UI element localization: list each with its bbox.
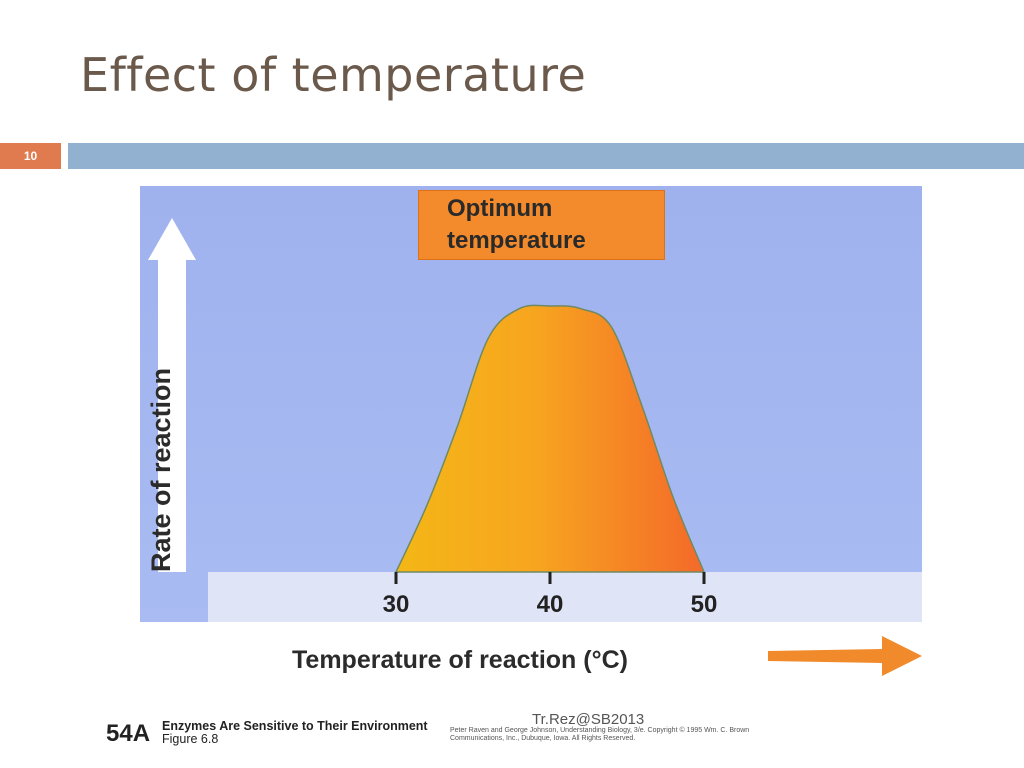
caption-figure: Figure 6.8 bbox=[162, 732, 219, 746]
x-axis-arrow bbox=[768, 636, 922, 676]
chart-svg bbox=[148, 218, 922, 622]
caption-title-block: Enzymes Are Sensitive to Their Environme… bbox=[162, 720, 428, 746]
y-axis-arrow bbox=[148, 218, 196, 572]
caption-title: Enzymes Are Sensitive to Their Environme… bbox=[162, 719, 428, 733]
header-rule bbox=[68, 143, 1024, 169]
curve-area bbox=[394, 304, 706, 573]
slide-title: Effect of temperature bbox=[80, 48, 587, 102]
slide-number: 10 bbox=[0, 143, 61, 169]
x-tick-label: 30 bbox=[382, 591, 410, 618]
optimum-callout: Optimum temperature bbox=[418, 190, 665, 260]
x-tick-label: 40 bbox=[536, 591, 564, 618]
callout-line-2: temperature bbox=[447, 227, 586, 254]
credit-text: Tr.Rez@SB2013 bbox=[532, 711, 645, 728]
chart-figure: Optimum temperature Rate of reaction 30 4… bbox=[140, 186, 922, 622]
x-arrow-svg bbox=[768, 636, 922, 676]
x-label-area bbox=[140, 622, 930, 692]
x-axis-label: Temperature of reaction (°C) bbox=[292, 646, 628, 674]
y-axis-label: Rate of reaction bbox=[146, 367, 176, 572]
callout-line-1: Optimum bbox=[447, 195, 553, 222]
copyright-text: Peter Raven and George Johnson, Understa… bbox=[450, 727, 750, 742]
x-tick-label: 50 bbox=[690, 591, 718, 618]
caption-number: 54A bbox=[106, 720, 151, 747]
x-axis-baseline bbox=[208, 572, 922, 622]
